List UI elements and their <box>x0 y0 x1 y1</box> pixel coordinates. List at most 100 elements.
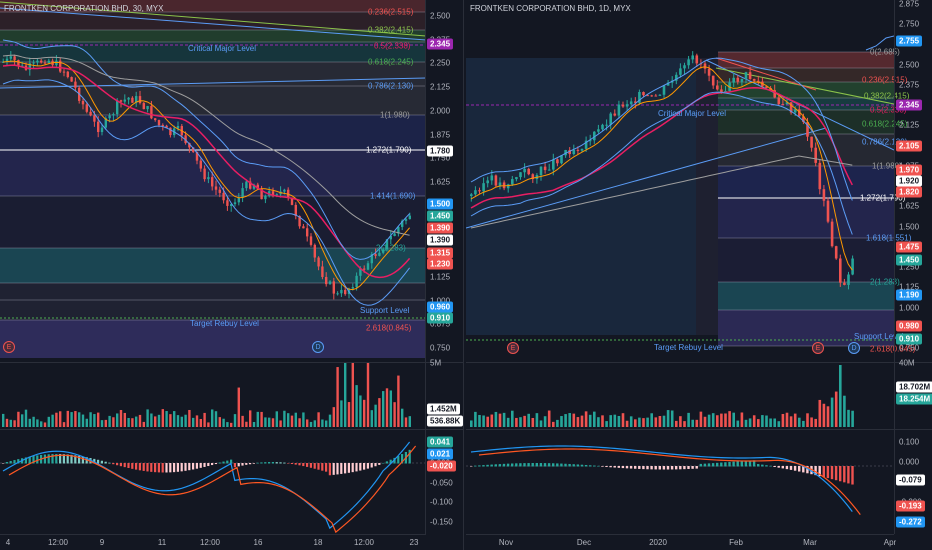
candle-body <box>716 85 719 90</box>
volume-bar <box>55 412 58 427</box>
macd-histogram-bar <box>691 466 694 469</box>
volume-bar <box>226 422 229 427</box>
moving-average-line <box>470 155 853 229</box>
time-tick-label: 16 <box>253 538 263 547</box>
target-rebuy-level-note: Target Rebuy Level <box>190 319 259 328</box>
candle-body <box>226 200 229 206</box>
volume-bar <box>271 418 275 427</box>
candle-body <box>638 91 641 103</box>
candle-body <box>720 89 723 93</box>
volume-bar <box>142 421 145 427</box>
volume-bar <box>818 399 822 427</box>
candle-body <box>43 62 47 64</box>
moving-average-line <box>2 60 410 291</box>
macd-histogram-bar <box>769 465 772 467</box>
axis-tick-label: 2.125 <box>430 82 451 92</box>
volume-axis[interactable]: 40M 18.702M 18.254M <box>894 359 932 429</box>
axis-tick-label: 2.250 <box>430 58 451 68</box>
price-tag-badge: -0.020 <box>427 460 456 472</box>
axis-tick-label: -0.150 <box>430 517 453 527</box>
volume-bar <box>761 415 764 427</box>
volume-pane[interactable]: 40M 18.702M 18.254M <box>466 359 932 429</box>
macd-histogram-bar <box>237 463 240 467</box>
macd-histogram-bar <box>625 466 629 469</box>
candle-body <box>119 100 123 102</box>
fib-zone <box>718 238 894 282</box>
volume-bar <box>169 414 172 427</box>
price-pane[interactable]: Critical Major Level Support Level Targe… <box>466 0 932 362</box>
moving-average-line <box>470 66 853 271</box>
volume-bar <box>245 421 248 427</box>
macd-histogram-bar <box>720 462 723 467</box>
earnings-marker[interactable]: E <box>3 341 15 353</box>
dividend-marker[interactable]: D <box>848 342 860 354</box>
fib-zone <box>0 320 426 358</box>
candle-body <box>264 195 267 200</box>
candle-body <box>184 135 187 144</box>
volume-chart-svg <box>470 365 854 427</box>
macd-histogram-bar <box>366 463 369 469</box>
price-pane[interactable]: Critical Major Level Support Level Targe… <box>0 0 463 362</box>
macd-histogram-bar <box>851 466 854 485</box>
volume-bar <box>490 414 494 427</box>
macd-histogram-bar <box>806 466 809 474</box>
volume-bar <box>104 419 107 427</box>
macd-histogram-bar <box>470 466 473 467</box>
time-axis[interactable]: 4 12:00 9 11 12:00 16 18 12:00 23 <box>0 534 426 550</box>
volume-bar <box>629 416 633 427</box>
volume-axis[interactable]: 5M 1.452M 536.88K <box>425 359 463 429</box>
candle-body <box>218 189 221 193</box>
price-axis[interactable]: 2.5002.3752.2502.1252.0001.8751.7501.625… <box>425 0 463 362</box>
candle-body <box>363 268 366 270</box>
earnings-marker[interactable]: E <box>812 342 824 354</box>
volume-bar <box>757 419 760 427</box>
volume-bar <box>154 416 157 427</box>
volume-bar <box>834 391 838 427</box>
volume-bar <box>560 416 563 427</box>
price-plot-area[interactable]: Critical Major Level Support Level Targe… <box>466 0 915 362</box>
macd-histogram-bar <box>100 460 103 464</box>
macd-pane[interactable]: 0.1000.000-0.100-0.200-0.300-0.079-0.193… <box>466 430 932 534</box>
macd-axis[interactable]: 0.1000.000-0.100-0.200-0.300-0.079-0.193… <box>894 430 932 534</box>
macd-histogram-bar <box>597 465 600 467</box>
macd-histogram-bar <box>482 465 485 467</box>
fib-zone <box>718 110 894 134</box>
volume-pane[interactable]: 5M 1.452M 536.88K <box>0 359 463 429</box>
candle-body <box>777 97 781 105</box>
macd-histogram-bar <box>127 463 130 469</box>
volume-bar <box>351 363 354 427</box>
macd-histogram-bar <box>13 460 16 464</box>
time-axis[interactable]: Nov Dec 2020 Feb Mar Apr <box>466 534 896 550</box>
symbol-title[interactable]: FRONTKEN CORPORATION BHD, 30, MYX <box>4 4 164 13</box>
fib-zone <box>718 52 894 68</box>
candle-body <box>494 175 498 186</box>
candle-body <box>9 56 12 59</box>
candle-body <box>834 246 838 259</box>
axis-tick-label: 40M <box>899 358 915 368</box>
candle-body <box>851 258 854 275</box>
symbol-title[interactable]: FRONTKEN CORPORATION BHD, 1D, MYX <box>470 4 631 13</box>
volume-bar <box>309 421 313 427</box>
price-plot-area[interactable]: Critical Major Level Support Level Targe… <box>0 0 426 362</box>
chart-panel-30min[interactable]: Critical Major Level Support Level Targe… <box>0 0 464 550</box>
volume-bar <box>703 416 707 427</box>
pane-divider[interactable] <box>466 429 932 430</box>
axis-tick-label: 0.100 <box>899 437 920 447</box>
candle-body <box>830 221 834 247</box>
pane-divider[interactable] <box>466 362 932 363</box>
pane-divider[interactable] <box>0 362 463 363</box>
axis-tick-label: 1.250 <box>899 262 920 272</box>
candle-body <box>306 228 309 237</box>
chart-panel-1d[interactable]: Critical Major Level Support Level Targe… <box>466 0 932 550</box>
time-tick-label: 12:00 <box>353 538 375 547</box>
macd-histogram-bar <box>47 454 50 464</box>
macd-histogram-bar <box>104 461 107 464</box>
candle-body <box>691 55 694 60</box>
price-axis[interactable]: 2.8752.7502.6252.5002.3752.2502.1252.000… <box>894 0 932 362</box>
earnings-marker[interactable]: E <box>507 342 519 354</box>
dividend-marker[interactable]: D <box>312 341 324 353</box>
pane-divider[interactable] <box>0 429 463 430</box>
volume-bar <box>264 417 267 427</box>
